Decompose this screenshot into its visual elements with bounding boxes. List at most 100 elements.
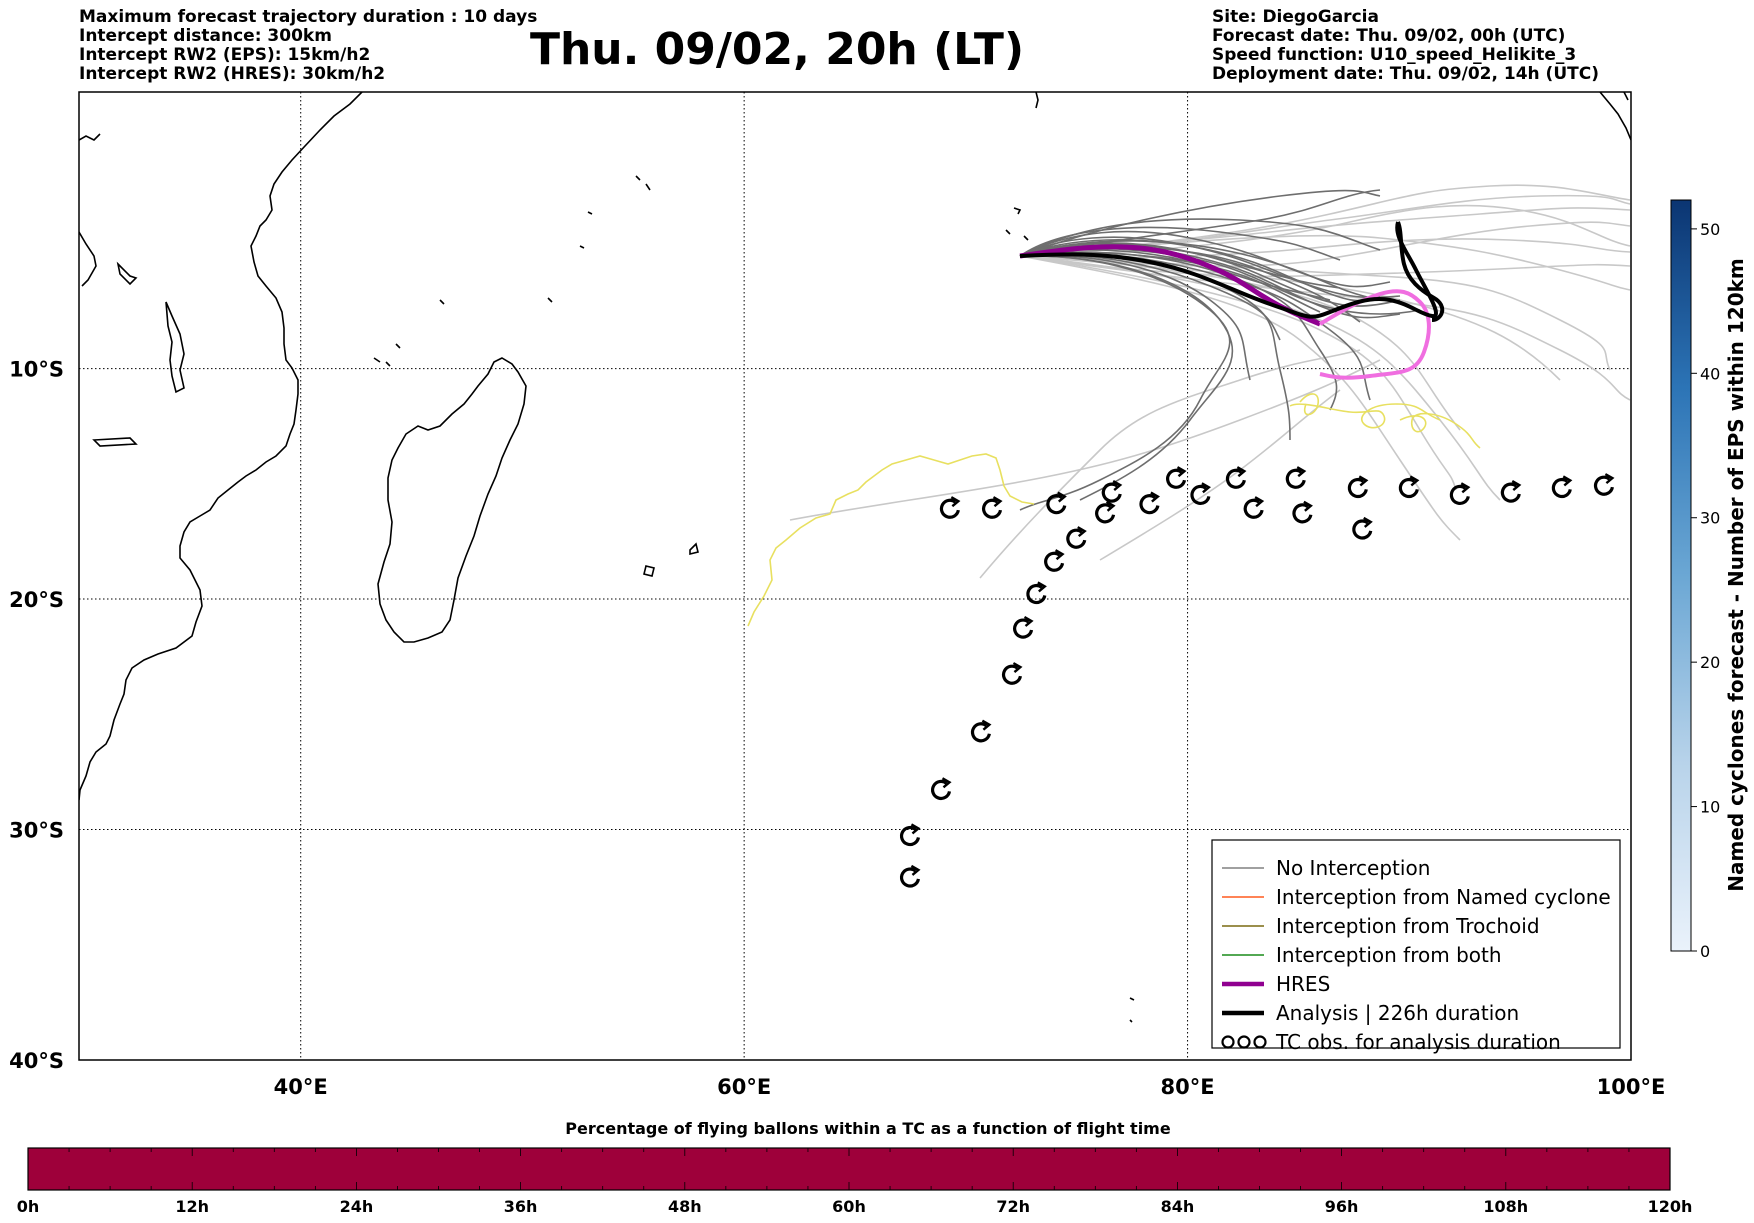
tc-obs-arrow [910,823,921,835]
header-left-line: Maximum forecast trajectory duration : 1… [79,7,538,27]
colorbar-tick-label: 40 [1700,364,1720,383]
colorbar-right-gradient [1670,199,1692,952]
track-yellow-1 [747,453,1035,627]
bottom-bar: Percentage of flying ballons within a TC… [17,1119,1693,1216]
tc-obs-arrow [1363,516,1373,528]
island-reunion [689,542,699,556]
coastline-africa [79,92,363,801]
island-amsterdam [1129,997,1135,1023]
tc-obs-ring [1095,503,1116,524]
track-dark-21 [1019,242,1341,289]
header-left-line: Intercept RW2 (HRES): 30km/h2 [79,64,386,84]
tc-obs-symbol [1166,466,1187,489]
tc-obs-arrow [1077,526,1087,538]
header-right-line: Deployment date: Thu. 09/02, 14h (UTC) [1212,64,1599,84]
tc-obs-symbol [899,823,921,847]
tc-obs-ring [1139,494,1160,515]
tc-obs-symbol [1095,500,1116,524]
header-left-line: Intercept distance: 300km [79,26,332,46]
tc-obs-arrow [1460,482,1471,494]
colorbar-tick-label: 20 [1700,653,1720,672]
colorbar-right: Named cyclones forecast - Number of EPS … [1670,199,1748,961]
track-yellow-2 [1289,403,1441,429]
tc-obs-arrow [1511,479,1522,491]
legend-label: HRES [1276,972,1330,996]
tc-obs-symbol [1292,500,1313,524]
tc-obs-symbol [1044,549,1065,572]
track-dark-1 [1019,236,1401,299]
tc-obs-ring [1347,477,1368,499]
tc-obs-arrow [941,777,952,789]
track-light-3 [1019,255,1631,278]
tc-obs-ring [1500,482,1521,503]
legend-label: Interception from Named cyclone [1276,885,1611,909]
page-title-wrap: Thu. 09/02, 20h (LT) [0,22,1754,78]
track-light-12 [1019,204,1631,257]
legend-label: Interception from both [1276,943,1502,967]
header-right-line: Site: DiegoGarcia [1212,7,1379,27]
bottom-bar-tick-label: 96h [1325,1197,1359,1216]
tc-obs-arrow [910,864,921,876]
legend-label: Interception from Trochoid [1276,914,1540,938]
bottom-bar-tick-label: 108h [1483,1197,1528,1216]
lon-tick-label: 80°E [1161,1075,1215,1099]
tc-obs-ring [970,722,991,743]
tc-obs-arrow [1105,500,1116,512]
tc-obs-symbol [939,496,961,519]
track-dark-15 [1019,255,1234,501]
track-dark-13 [1019,254,1251,381]
grid-lines [79,92,1631,1060]
tc-obs-symbol [1013,615,1034,639]
tc-obs-arrow [1054,549,1065,561]
track-light-13 [789,359,1381,521]
track-light-14 [979,349,1361,579]
bottom-bar-tick-label: 84h [1161,1197,1195,1216]
ensemble-tracks [747,184,1631,627]
tc-obs-ring [1352,519,1373,540]
tc-obs-symbol [1225,466,1247,489]
tc-obs-symbol [1551,475,1573,499]
tc-obs-arrow [1012,662,1023,674]
lat-tick-label: 20°S [9,588,64,612]
track-dark-9 [1019,218,1381,257]
tc-obs-ring [1066,528,1087,549]
colorbar-tick-label: 30 [1700,509,1720,528]
bottom-bar-tick-label: 0h [17,1197,40,1216]
track-yellow-3 [1299,393,1320,416]
tc-obs-ring [939,498,960,519]
tc-obs-symbol [931,777,952,801]
tc-obs-symbol [1066,526,1087,549]
tc-obs-ring [1243,498,1264,519]
tc-obs-ring [981,498,1003,519]
tc-obs-arrow [1112,479,1123,491]
tc-obs-ring [1044,551,1065,572]
map-frame [78,91,1632,1061]
legend-box [1211,839,1621,1049]
tc-obs-ring [1046,494,1067,515]
tc-obs-arrow [1236,466,1247,478]
bottom-bar-tick-label: 36h [504,1197,538,1216]
bottom-bar-tick-label: 12h [175,1197,209,1216]
tc-obs-ring [899,825,921,847]
tc-obs-ring [1225,468,1246,489]
lat-tick-label: 10°S [9,358,64,382]
header-right: Site: DiegoGarcia Forecast date: Thu. 09… [1212,8,1599,84]
map-axis-labels: 40°E 60°E 80°E 100°E 10°S 20°S 30°S 40°S [9,358,1665,1099]
tc-obs-arrow [1057,491,1067,503]
lat-tick-label: 30°S [9,819,64,843]
islands-chagos [1005,207,1029,241]
track-dark-14 [1019,255,1231,511]
tc-obs-arrow [1176,466,1187,478]
tc-obs-symbol [1190,482,1211,506]
islands-comoros [373,343,401,367]
tc-obs-symbol [970,719,992,743]
header-right-line: Speed function: U10_speed_Helikite_3 [1212,45,1577,65]
legend-label: TC obs. for analysis duration [1275,1030,1561,1054]
tc-obs-symbol [1347,475,1369,499]
tc-obs-ring [1398,477,1419,499]
track-yellow-4 [1399,412,1481,449]
tc-obs-symbol [1026,581,1047,605]
tc-obs-arrow [1562,475,1573,487]
tc-obs-ring [1593,475,1614,496]
colorbar-tick-label: 50 [1700,220,1720,239]
